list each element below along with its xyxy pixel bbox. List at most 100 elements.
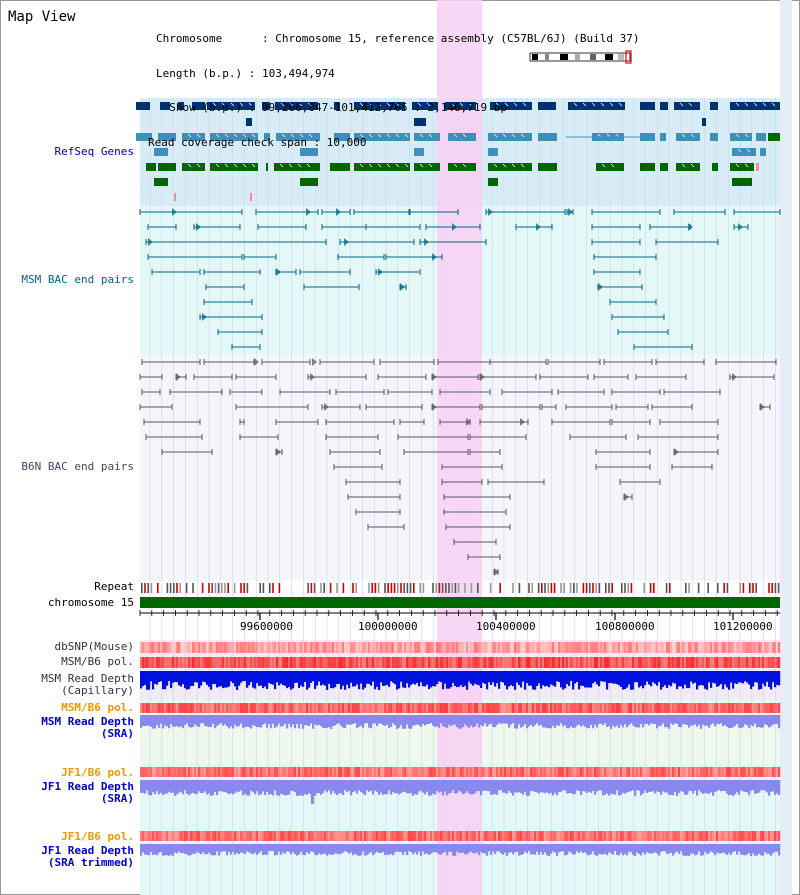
track-label-msm-b6-pol-2[interactable]: MSM/B6 pol. [61, 701, 134, 714]
polymorphism-cell [472, 642, 475, 653]
polymorphism-cell [176, 642, 179, 653]
polymorphism-cell [566, 657, 569, 668]
gene-strand-mark [377, 163, 382, 168]
read-depth-bar [248, 844, 251, 853]
polymorphism-cell [216, 767, 219, 777]
track-label-msm-bac[interactable]: MSM BAC end pairs [21, 273, 134, 286]
polymorphism-cell [252, 642, 255, 653]
polymorphism-cell [622, 831, 625, 841]
polymorphism-cell [298, 831, 301, 841]
read-depth-bar [584, 844, 587, 853]
polymorphism-cell [638, 642, 641, 653]
repeat-mark [707, 583, 709, 593]
polymorphism-cell [770, 767, 773, 777]
read-depth-bar [628, 715, 631, 726]
repeat-mark [352, 583, 354, 593]
polymorphism-cell [634, 767, 637, 777]
polymorphism-cell [156, 831, 159, 841]
polymorphism-cell [690, 703, 693, 713]
gene-strand-mark [359, 163, 364, 168]
read-depth-bar [636, 780, 639, 791]
polymorphism-cell [192, 657, 195, 668]
read-depth-bar [742, 780, 745, 792]
polymorphism-cell [552, 642, 555, 653]
polymorphism-cell [510, 703, 513, 713]
polymorphism-cell [736, 767, 739, 777]
track-label-b6n-bac[interactable]: B6N BAC end pairs [21, 460, 134, 473]
track-label-jf1-depth-sra[interactable]: JF1 Read Depth (SRA) [41, 780, 134, 805]
polymorphism-cell [468, 831, 471, 841]
polymorphism-cell [220, 642, 223, 653]
polymorphism-cell [306, 642, 309, 653]
read-depth-bar [204, 671, 207, 683]
polymorphism-cell [194, 642, 197, 653]
track-label-msm-b6-pol[interactable]: MSM/B6 pol. [61, 655, 134, 668]
polymorphism-cell [398, 831, 401, 841]
read-depth-bar [666, 844, 669, 854]
repeat-mark [400, 583, 402, 593]
read-depth-bar [244, 780, 247, 794]
track-label-dbsnp[interactable]: dbSNP(Mouse) [54, 640, 134, 653]
read-depth-bar [388, 844, 391, 855]
read-depth-bar [274, 715, 277, 728]
page-title: Map View [8, 9, 76, 25]
polymorphism-cell [276, 831, 279, 841]
polymorphism-cell [342, 703, 345, 713]
repeat-mark [227, 583, 229, 593]
polymorphism-cell [598, 703, 601, 713]
polymorphism-cell [622, 703, 625, 713]
read-depth-bar [294, 844, 297, 855]
track-label-jf1-b6-pol-2[interactable]: JF1/B6 pol. [61, 830, 134, 843]
polymorphism-cell [750, 657, 753, 668]
polymorphism-cell [540, 767, 543, 777]
gene-strand-mark [386, 133, 391, 138]
read-depth-bar [642, 844, 645, 853]
polymorphism-cell [590, 642, 593, 653]
read-depth-bar [636, 715, 639, 728]
polymorphism-cell [256, 767, 259, 777]
read-depth-bar [446, 780, 449, 796]
polymorphism-cell [532, 657, 535, 668]
track-label-jf1-depth-trimmed[interactable]: JF1 Read Depth (SRA trimmed) [41, 844, 134, 869]
track-label-repeat[interactable]: Repeat [94, 580, 134, 593]
read-depth-bar [380, 780, 383, 793]
read-depth-bar [216, 715, 219, 726]
read-depth-bar [298, 844, 301, 855]
polymorphism-cell [314, 767, 317, 777]
read-depth-bar [460, 844, 463, 853]
track-label-msm-depth-capillary[interactable]: MSM Read Depth (Capillary) [41, 672, 134, 697]
polymorphism-cell [160, 831, 163, 841]
polymorphism-cell [616, 703, 619, 713]
track-label-msm-depth-sra[interactable]: MSM Read Depth (SRA) [41, 715, 134, 740]
read-depth-bar [448, 780, 451, 794]
read-depth-bar [272, 715, 275, 724]
read-depth-bar [540, 844, 543, 853]
polymorphism-cell [256, 657, 259, 668]
polymorphism-cell [646, 703, 649, 713]
polymorphism-cell [476, 703, 479, 713]
read-depth-bar [442, 844, 445, 853]
read-depth-bar [396, 715, 399, 729]
repeat-mark [192, 583, 194, 593]
gene-exon [160, 102, 170, 110]
read-depth-bar [674, 715, 677, 724]
polymorphism-cell [488, 642, 491, 653]
polymorphism-cell [168, 703, 171, 713]
polymorphism-cell [316, 657, 319, 668]
read-depth-bar [558, 780, 561, 792]
polymorphism-cell [622, 767, 625, 777]
track-label-jf1-b6-pol[interactable]: JF1/B6 pol. [61, 766, 134, 779]
polymorphism-cell [518, 767, 521, 777]
gene-strand-mark [377, 133, 382, 138]
polymorphism-cell [514, 657, 517, 668]
polymorphism-cell [398, 703, 401, 713]
read-depth-bar [686, 844, 689, 856]
polymorphism-cell [564, 642, 567, 653]
read-depth-bar [464, 780, 467, 794]
track-label-refseq[interactable]: RefSeq Genes [54, 145, 134, 158]
read-depth-bar [532, 671, 535, 690]
read-depth-bar [720, 715, 723, 724]
gene-exon [334, 133, 350, 141]
bac-end-arrow-icon [432, 253, 437, 261]
